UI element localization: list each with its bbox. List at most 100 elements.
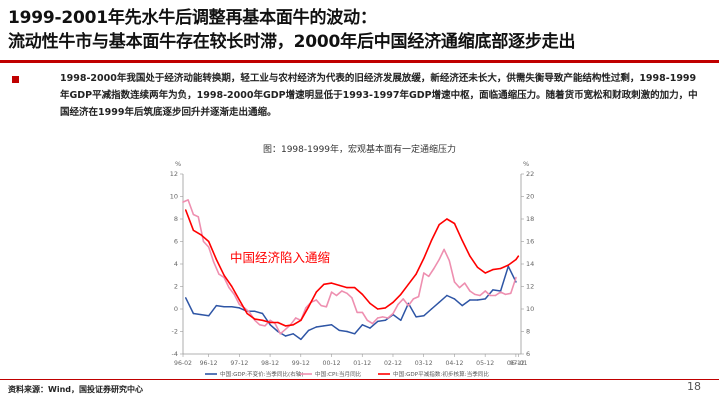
series-3-point [476, 266, 479, 269]
series-2-point [377, 317, 379, 319]
series-2-point [279, 333, 281, 335]
series-2-point [182, 201, 184, 203]
series-2-point [402, 298, 404, 300]
series-3-point [517, 255, 520, 257]
series-1-point [446, 294, 448, 297]
title-line-1: 1999-2001年先水牛后调整再基本面牛的波动： [8, 8, 377, 28]
series-3-point [469, 255, 471, 257]
series-3-point [453, 222, 456, 225]
series-1-point [461, 304, 463, 307]
series-2-point [295, 317, 297, 319]
series-2-point [438, 258, 440, 261]
left-tick-label: 10 [170, 193, 178, 201]
bullet-square-icon [12, 76, 19, 83]
series-3-point [269, 321, 271, 324]
series-2-point [305, 307, 307, 309]
left-tick-label: 0 [174, 305, 178, 313]
series-3-point [330, 282, 333, 284]
series-2-point [371, 322, 374, 325]
series-3-point [369, 302, 371, 305]
series-2-point [361, 311, 364, 314]
left-axis-unit: % [175, 160, 181, 168]
series-1-point [369, 327, 371, 329]
series-2-point [335, 294, 338, 297]
x-tick-label: 04-12 [445, 360, 463, 367]
series-3-point [354, 286, 356, 289]
series-1-point [361, 324, 364, 326]
series-3-point [430, 239, 433, 242]
series-1-point [338, 329, 340, 332]
series-1-point [400, 319, 402, 321]
series-2-point [356, 311, 358, 314]
left-tick-label: 4 [174, 260, 178, 268]
series-1-point [208, 315, 210, 317]
x-tick-label: 02-12 [384, 360, 402, 367]
series-3-point [338, 284, 340, 287]
series-2-point [504, 293, 507, 296]
right-tick-label: 22 [526, 170, 534, 178]
chart-title: 图：1998-1999年，宏观基本面有一定通缩压力 [262, 145, 457, 155]
series-2-point [238, 303, 241, 306]
series-3-point [292, 324, 294, 326]
series-3-point [438, 223, 440, 226]
series-2-point [264, 325, 266, 327]
series-3-point [346, 286, 348, 289]
series-1-point [377, 320, 379, 323]
series-2-point [392, 312, 394, 315]
series-2-point [412, 298, 415, 300]
series-1-point [346, 330, 348, 333]
series-3-point [377, 308, 379, 310]
series-1-point [499, 290, 502, 292]
x-tick-label: 98-12 [261, 360, 279, 367]
right-tick-label: 8 [526, 328, 530, 336]
series-2-point [515, 276, 517, 279]
series-1-point [407, 302, 410, 305]
series-2-point [443, 248, 445, 251]
x-tick-label: 97-12 [230, 360, 248, 367]
series-2-point [284, 328, 287, 330]
series-3-point [200, 234, 202, 236]
x-tick-label: 06-12 [507, 360, 525, 367]
right-tick-label: 16 [526, 238, 534, 246]
series-2-point [366, 319, 368, 321]
series-1-point [515, 281, 517, 283]
series-2-point [510, 292, 512, 294]
series-1-point [254, 310, 256, 312]
series-line-3 [184, 209, 520, 327]
series-1-point [484, 298, 486, 300]
left-tick-label: 6 [174, 238, 178, 246]
series-3-point [384, 307, 387, 309]
series-1-point [315, 326, 317, 328]
series-2-point [218, 273, 220, 275]
series-2-point [259, 324, 261, 326]
series-1-point [185, 297, 187, 299]
series-1-point [284, 335, 287, 337]
source-note: 资料来源：Wind，国投证券研究中心 [8, 385, 143, 394]
legend-label-1: 中国:GDP:不变价:当季同比(右轴) [220, 370, 304, 378]
series-3-point [261, 319, 264, 321]
series-3-point [461, 239, 463, 242]
series-2-point [464, 282, 466, 284]
series-2-point [192, 213, 195, 216]
right-tick-label: 20 [526, 193, 534, 201]
series-1-point [192, 312, 195, 315]
series-2-point [428, 275, 430, 278]
series-3-point [507, 264, 509, 266]
title-line-2: 流动性牛市与基本面牛存在较长时滞，2000年后中国经济通缩底部逐步走出 [8, 32, 576, 52]
series-2-point [197, 216, 199, 218]
series-3-point [499, 267, 502, 270]
series-3-point [323, 283, 325, 285]
series-2-point [325, 306, 328, 308]
series-3-point [238, 299, 241, 301]
series-2-point [202, 240, 205, 243]
series-3-point [246, 312, 248, 315]
series-line-1 [185, 265, 517, 341]
x-tick-label: 00-12 [323, 360, 341, 367]
series-1-point [261, 312, 264, 315]
series-2-point [417, 295, 420, 298]
page-number: 18 [687, 380, 701, 393]
series-2-point [351, 297, 353, 299]
series-3-point [231, 285, 233, 288]
series-2-point [330, 291, 333, 293]
right-tick-label: 10 [526, 305, 534, 313]
